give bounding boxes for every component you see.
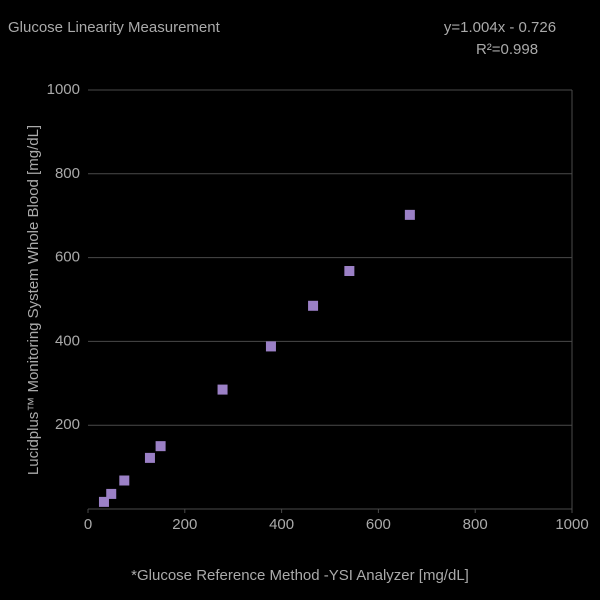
r-squared: R²=0.998 bbox=[476, 41, 538, 58]
x-tick-label: 1000 bbox=[555, 516, 588, 533]
point bbox=[308, 300, 319, 311]
point bbox=[98, 496, 109, 507]
point bbox=[217, 384, 228, 395]
y-axis-label: Lucidplus™ Monitoring System Whole Blood… bbox=[25, 125, 42, 475]
point bbox=[265, 341, 276, 352]
point bbox=[344, 266, 355, 277]
equation: y=1.004x - 0.726 bbox=[444, 19, 556, 36]
y-tick-label: 400 bbox=[55, 332, 80, 349]
x-axis-label: *Glucose Reference Method -YSI Analyzer … bbox=[131, 567, 469, 584]
point bbox=[144, 452, 155, 463]
x-tick-label: 800 bbox=[463, 516, 488, 533]
x-tick-label: 400 bbox=[269, 516, 294, 533]
x-tick-label: 200 bbox=[172, 516, 197, 533]
point bbox=[155, 441, 166, 452]
y-tick-label: 200 bbox=[55, 416, 80, 433]
point bbox=[119, 475, 130, 486]
y-tick-label: 800 bbox=[55, 165, 80, 182]
point bbox=[106, 488, 117, 499]
x-tick-label: 600 bbox=[366, 516, 391, 533]
chart-title: Glucose Linearity Measurement bbox=[8, 19, 221, 36]
y-tick-label: 1000 bbox=[47, 81, 80, 98]
y-tick-label: 600 bbox=[55, 249, 80, 266]
x-tick-label: 0 bbox=[84, 516, 92, 533]
point bbox=[404, 209, 415, 220]
